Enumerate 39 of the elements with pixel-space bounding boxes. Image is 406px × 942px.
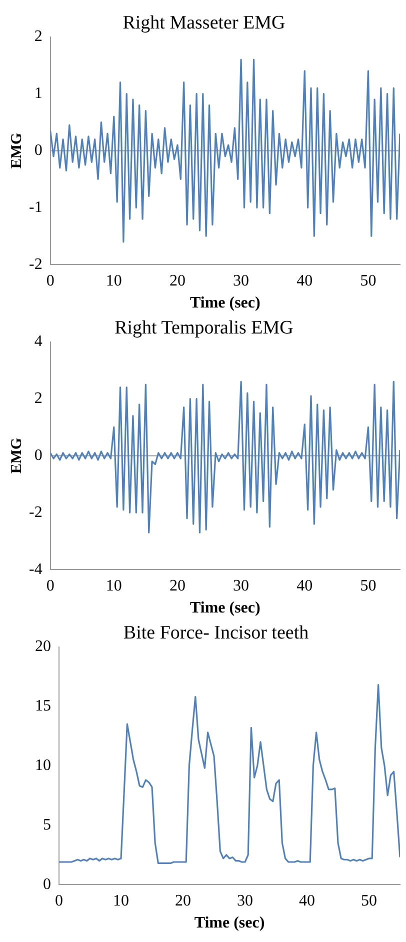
y-tick-label: 20 [35, 638, 51, 656]
x-tick-label: 20 [169, 577, 186, 594]
y-tick-label: 2 [34, 390, 42, 407]
x-axis-title: Time (sec) [190, 600, 260, 617]
y-tick-label: 4 [34, 333, 42, 350]
x-tick-label: 10 [106, 577, 122, 594]
y-tick-label: -4 [29, 560, 42, 578]
y-tick-label: -1 [29, 198, 42, 216]
x-tick-label: 40 [296, 272, 313, 290]
x-tick-label: 20 [169, 272, 186, 290]
x-tick-label: 30 [233, 272, 250, 290]
y-tick-label: 0 [34, 446, 42, 464]
x-tick-label: 30 [237, 892, 253, 910]
chart-title: Right Masseter EMG [122, 12, 286, 34]
x-tick-label: 50 [360, 272, 376, 290]
y-axis-title: EMG [8, 437, 25, 474]
x-tick-label: 40 [296, 577, 313, 594]
y-tick-label: 1 [34, 84, 42, 102]
x-tick-label: 20 [175, 892, 191, 910]
x-axis-title: Time (sec) [194, 914, 265, 932]
x-tick-label: 50 [360, 577, 376, 594]
y-axis-title: EMG [8, 132, 25, 169]
x-tick-label: 10 [113, 892, 129, 910]
x-tick-label: 50 [361, 892, 377, 910]
chart-title: Bite Force- Incisor teeth [123, 622, 310, 644]
x-tick-label: 10 [106, 272, 122, 290]
y-tick-label: 5 [43, 816, 51, 834]
y-tick-label: 2 [34, 28, 42, 46]
y-tick-label: 0 [43, 876, 51, 893]
x-axis-title: Time (sec) [190, 294, 260, 312]
chart-title: Right Temporalis EMG [114, 317, 294, 338]
y-tick-label: -2 [29, 256, 42, 273]
y-tick-label: -2 [29, 504, 42, 521]
x-tick-label: 40 [299, 892, 315, 910]
y-tick-label: 10 [35, 756, 51, 774]
y-tick-label: 15 [35, 697, 51, 714]
x-tick-label: 30 [233, 577, 250, 594]
y-tick-label: 0 [34, 142, 42, 159]
x-tick-label: 0 [55, 892, 63, 910]
